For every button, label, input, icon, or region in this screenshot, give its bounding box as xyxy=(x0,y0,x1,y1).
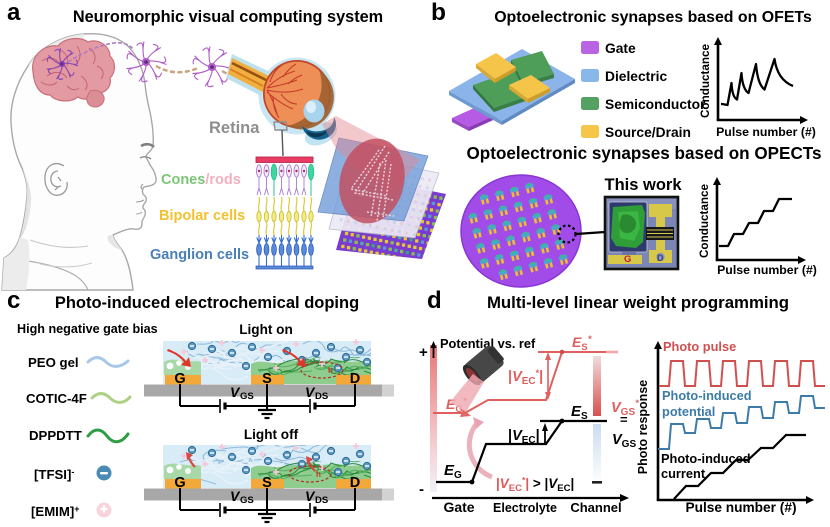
svg-text:GS: GS xyxy=(240,391,254,402)
svg-text:Optoelectronic synapses based: Optoelectronic synapses based on OFETs xyxy=(494,9,812,26)
svg-text:V: V xyxy=(230,488,241,504)
svg-text:|VEC*| > |VEC|: |VEC*| > |VEC| xyxy=(496,475,574,494)
svg-text:potential: potential xyxy=(662,404,715,419)
svg-text:=: = xyxy=(620,412,628,427)
svg-text:Photo-induced electrochemical: Photo-induced electrochemical doping xyxy=(55,294,359,312)
svg-text:V: V xyxy=(230,384,241,400)
svg-text:Conductance: Conductance xyxy=(698,183,711,258)
svg-text:DS: DS xyxy=(315,495,328,506)
svg-text:ES*: ES* xyxy=(572,334,593,353)
svg-text:V: V xyxy=(305,384,316,400)
svg-text:G: G xyxy=(174,475,185,491)
svg-text:D: D xyxy=(657,253,664,263)
svg-text:Conductance: Conductance xyxy=(699,43,712,118)
svg-text:+: + xyxy=(419,344,428,361)
svg-text:current: current xyxy=(661,466,706,481)
svg-text:Photo-induced: Photo-induced xyxy=(661,451,751,466)
svg-text:d: d xyxy=(427,287,442,314)
svg-text:D: D xyxy=(350,371,360,387)
svg-text:Pulse number (#): Pulse number (#) xyxy=(685,500,796,515)
svg-text:h: h xyxy=(328,366,333,375)
svg-text:a: a xyxy=(7,0,21,26)
svg-text:Bipolar cells: Bipolar cells xyxy=(159,208,245,224)
svg-text:Neuromorphic visual computing: Neuromorphic visual computing system xyxy=(73,8,383,26)
svg-text:Pulse number (#): Pulse number (#) xyxy=(716,125,816,139)
svg-text:Potential vs. ref: Potential vs. ref xyxy=(440,336,536,351)
svg-text:G: G xyxy=(174,371,185,387)
svg-text:DPPDTT: DPPDTT xyxy=(29,428,82,443)
svg-text:ES: ES xyxy=(571,403,588,422)
svg-text:Electrolyte: Electrolyte xyxy=(493,501,557,515)
svg-text:-: - xyxy=(419,481,424,498)
svg-text:Photo-induced: Photo-induced xyxy=(662,388,752,403)
svg-text:|VEC|: |VEC| xyxy=(508,428,540,446)
svg-text:GS: GS xyxy=(240,495,254,506)
svg-text:Pulse number (#): Pulse number (#) xyxy=(717,263,817,277)
svg-text:Channel: Channel xyxy=(570,500,621,515)
svg-text:D: D xyxy=(350,475,360,491)
svg-text:c: c xyxy=(7,287,20,314)
svg-text:V: V xyxy=(305,488,316,504)
svg-text:Dielectric: Dielectric xyxy=(605,69,667,84)
svg-text:[TFSI]-: [TFSI]- xyxy=(34,467,74,482)
svg-text:Source/Drain: Source/Drain xyxy=(605,125,691,140)
svg-text:S: S xyxy=(262,371,272,387)
svg-text:Light on: Light on xyxy=(239,322,293,337)
svg-text:b: b xyxy=(431,0,446,26)
svg-text:Cones/rods: Cones/rods xyxy=(161,172,241,188)
svg-text:Semiconductor: Semiconductor xyxy=(605,97,706,112)
svg-text:Photo pulse: Photo pulse xyxy=(663,339,736,354)
svg-text:COTIC-4F: COTIC-4F xyxy=(26,391,87,406)
svg-text:S: S xyxy=(262,475,272,491)
svg-text:Gate: Gate xyxy=(605,41,636,56)
svg-text:PEO gel: PEO gel xyxy=(28,355,79,370)
svg-text:|VEC*|: |VEC*| xyxy=(508,368,543,387)
svg-text:[EMIM]+: [EMIM]+ xyxy=(31,504,79,519)
svg-text:This work: This work xyxy=(604,176,682,194)
svg-text:Gate: Gate xyxy=(443,499,474,515)
svg-text:EG: EG xyxy=(444,462,462,481)
svg-text:Photo response: Photo response xyxy=(636,380,650,475)
svg-text:h: h xyxy=(316,470,321,479)
svg-text:High negative gate bias: High negative gate bias xyxy=(17,322,158,336)
svg-text:Light off: Light off xyxy=(244,427,299,442)
svg-text:Ganglion cells: Ganglion cells xyxy=(150,247,249,263)
svg-text:G: G xyxy=(624,254,631,265)
svg-text:Optoelectronic synapses based: Optoelectronic synapses based on OPECTs xyxy=(467,144,822,163)
svg-text:Multi-level linear weight prog: Multi-level linear weight programming xyxy=(487,293,789,312)
svg-text:VGS: VGS xyxy=(612,432,636,450)
svg-text:DS: DS xyxy=(315,391,328,402)
svg-text:Retina: Retina xyxy=(209,119,260,137)
